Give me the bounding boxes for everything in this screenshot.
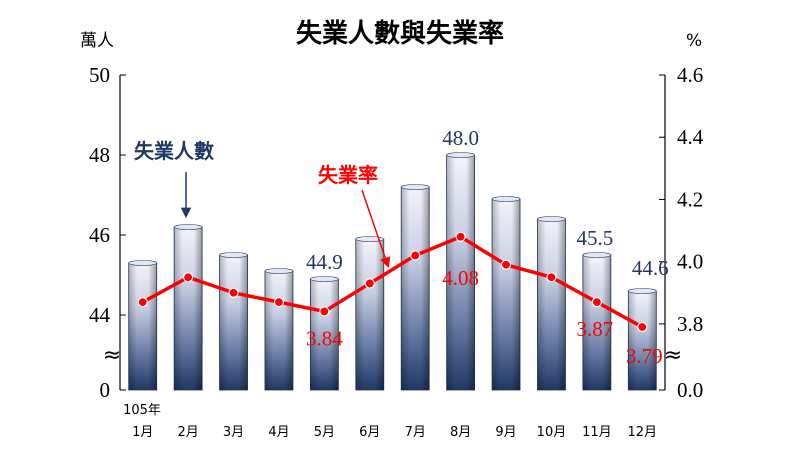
axes: 0 44 46 48 50 0.0 3.8 4.0 4.2 4.4 4.6 ≈ ≈1月 2月 3月 4月 5月 6… bbox=[89, 63, 704, 440]
right-tick-label: 4.4 bbox=[677, 125, 704, 149]
line-value-label: 3.84 bbox=[306, 326, 343, 350]
rate-point-11 bbox=[591, 297, 602, 308]
bar-cap-10 bbox=[537, 216, 566, 222]
line-value-label: 4.08 bbox=[442, 266, 479, 290]
bar-cap-5 bbox=[310, 276, 339, 282]
line-annotation-arrow bbox=[361, 189, 391, 268]
bar-shade-1 bbox=[128, 263, 157, 390]
bar-shade-2 bbox=[174, 227, 203, 390]
left-tick-label: 46 bbox=[89, 223, 110, 247]
rate-point-8 bbox=[455, 231, 466, 242]
line-value-label: 3.87 bbox=[577, 317, 614, 341]
x-tick-label: 6月 bbox=[359, 425, 380, 440]
x-tick-label: 1月 bbox=[132, 425, 153, 440]
rate-point-6 bbox=[364, 278, 375, 289]
rate-point-10 bbox=[546, 272, 557, 283]
bar-cap-6 bbox=[355, 236, 385, 242]
right-tick-label: 4.2 bbox=[677, 187, 703, 211]
x-tick-label: 2月 bbox=[177, 425, 198, 440]
rate-point-4 bbox=[273, 297, 285, 308]
bar-cap-4 bbox=[264, 268, 294, 274]
year-label: 105年 bbox=[123, 403, 161, 418]
line-value-label: 3.79 bbox=[626, 344, 663, 368]
bar-shade-10 bbox=[537, 219, 566, 390]
bar-cap-2 bbox=[173, 224, 203, 230]
chart-title: 失業人數與失業率 bbox=[296, 18, 504, 49]
bar-series bbox=[128, 152, 657, 391]
left-axis-unit: 萬人 bbox=[80, 31, 114, 51]
bar-shade-8 bbox=[446, 155, 475, 390]
unemployment-rate-line bbox=[141, 235, 644, 329]
left-axis-break-symbol: ≈ bbox=[103, 343, 121, 368]
left-tick-label: 50 bbox=[89, 63, 110, 87]
right-tick-label: 4.6 bbox=[677, 63, 703, 87]
x-tick-label: 12月 bbox=[628, 425, 658, 440]
left-tick-label: 48 bbox=[89, 143, 110, 167]
rate-point-2 bbox=[183, 272, 194, 283]
rate-point-1 bbox=[137, 297, 148, 308]
right-tick-label: 0.0 bbox=[677, 378, 703, 402]
rate-point-5 bbox=[319, 306, 330, 317]
right-axis-break-symbol: ≈ bbox=[664, 343, 682, 368]
data-labels: 44.9 48.0 45.5 44.6 3.84 4.08 3.87 3.79 bbox=[306, 126, 669, 368]
bar-shade-12 bbox=[628, 291, 657, 390]
right-tick-label: 4.0 bbox=[677, 250, 703, 274]
x-tick-label: 4月 bbox=[268, 425, 289, 440]
bar-shade-11 bbox=[582, 255, 611, 390]
bar-cap-8 bbox=[446, 152, 475, 158]
rate-point-3 bbox=[228, 287, 239, 298]
bar-value-label: 45.5 bbox=[577, 226, 614, 250]
rate-point-7 bbox=[410, 250, 421, 261]
bar-shade-7 bbox=[401, 187, 430, 390]
x-tick-label: 10月 bbox=[537, 425, 567, 440]
bar-shade-9 bbox=[492, 199, 521, 390]
line-series bbox=[137, 231, 648, 333]
bar-cap-1 bbox=[128, 260, 158, 266]
bar-value-label: 44.9 bbox=[306, 250, 343, 274]
bar-value-label: 44.6 bbox=[632, 256, 669, 280]
bar-shade-5 bbox=[310, 279, 339, 390]
bar-cap-3 bbox=[219, 252, 248, 258]
bar-cap-12 bbox=[627, 288, 657, 294]
x-tick-label: 3月 bbox=[223, 425, 244, 440]
x-tick-label: 7月 bbox=[405, 425, 426, 440]
bar-cap-9 bbox=[491, 196, 521, 202]
bar-series-annotation: 失業人數 bbox=[134, 139, 214, 163]
bar-shade-4 bbox=[264, 271, 293, 390]
x-tick-label: 11月 bbox=[582, 425, 612, 440]
bar-cap-11 bbox=[582, 252, 612, 258]
x-tick-label: 5月 bbox=[314, 425, 335, 440]
rate-point-12 bbox=[637, 321, 648, 333]
bar-value-label: 48.0 bbox=[442, 126, 479, 150]
bar-shade-3 bbox=[219, 255, 248, 390]
x-tick-label: 9月 bbox=[495, 425, 516, 440]
bar-cap-7 bbox=[400, 184, 430, 190]
x-tick-label: 8月 bbox=[450, 425, 471, 440]
right-axis-unit: % bbox=[686, 31, 702, 51]
left-tick-label: 0 bbox=[100, 378, 111, 402]
line-series-annotation: 失業率 bbox=[318, 163, 378, 187]
left-tick-label: 44 bbox=[89, 303, 111, 327]
bar-shade-6 bbox=[355, 239, 384, 390]
rate-point-9 bbox=[500, 259, 512, 270]
right-tick-label: 3.8 bbox=[677, 312, 703, 336]
